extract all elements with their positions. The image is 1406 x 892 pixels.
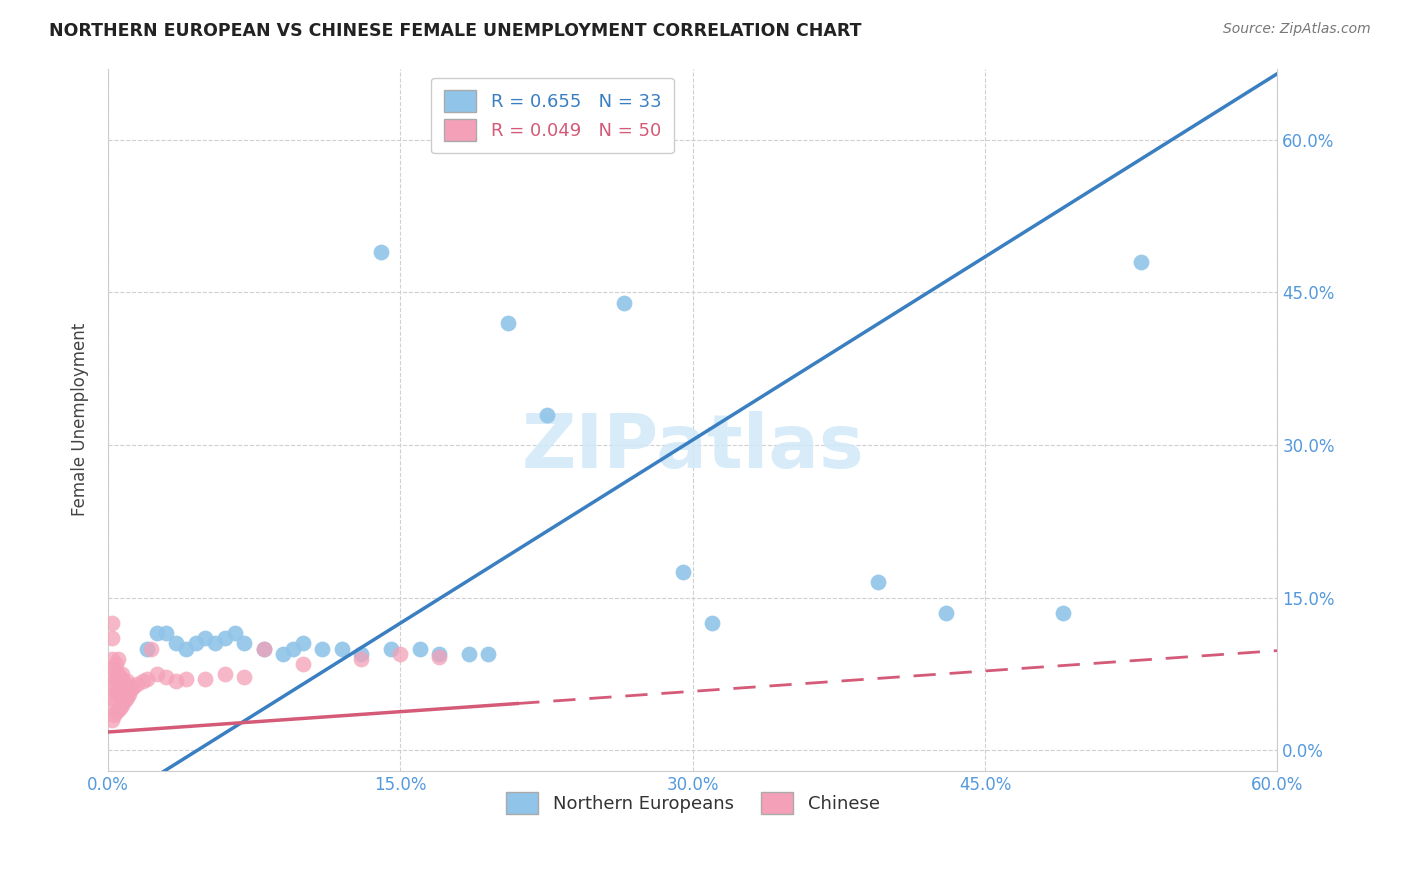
Point [155, 626, 177, 640]
Point [350, 647, 373, 661]
Point [214, 632, 236, 646]
Point [114, 677, 136, 691]
Point [101, 632, 124, 646]
Point [120, 682, 142, 697]
Point [427, 647, 450, 661]
Point [111, 667, 134, 681]
Point [224, 626, 246, 640]
Point [496, 316, 519, 330]
Point [1129, 255, 1152, 269]
Point [291, 636, 314, 650]
Point [107, 703, 129, 717]
Point [204, 636, 226, 650]
Point [253, 641, 276, 656]
Point [111, 682, 134, 697]
Point [389, 647, 412, 661]
Point [165, 674, 187, 689]
Point [103, 692, 125, 706]
Point [108, 684, 131, 698]
Point [174, 641, 197, 656]
Point [935, 606, 957, 620]
Point [104, 672, 127, 686]
Point [155, 670, 177, 684]
Point [457, 647, 479, 661]
Point [101, 698, 124, 712]
Y-axis label: Female Unemployment: Female Unemployment [72, 323, 89, 516]
Point [613, 295, 636, 310]
Point [101, 616, 124, 631]
Point [107, 684, 129, 698]
Point [122, 680, 145, 694]
Point [103, 662, 125, 676]
Point [117, 690, 139, 705]
Legend: Northern Europeans, Chinese: Northern Europeans, Chinese [495, 781, 890, 825]
Point [118, 687, 141, 701]
Point [1052, 606, 1074, 620]
Point [101, 667, 124, 681]
Point [103, 707, 125, 722]
Text: NORTHERN EUROPEAN VS CHINESE FEMALE UNEMPLOYMENT CORRELATION CHART: NORTHERN EUROPEAN VS CHINESE FEMALE UNEM… [49, 22, 862, 40]
Point [427, 649, 450, 664]
Point [104, 657, 127, 671]
Point [103, 677, 125, 691]
Point [101, 682, 124, 697]
Point [672, 566, 695, 580]
Point [104, 705, 127, 719]
Point [107, 652, 129, 666]
Point [370, 244, 392, 259]
Point [101, 713, 124, 727]
Point [145, 667, 167, 681]
Point [136, 641, 159, 656]
Point [273, 647, 295, 661]
Point [136, 672, 159, 686]
Point [174, 672, 197, 686]
Point [108, 700, 131, 714]
Point [214, 667, 236, 681]
Point [194, 632, 217, 646]
Point [866, 575, 889, 590]
Point [108, 670, 131, 684]
Point [477, 647, 499, 661]
Point [132, 674, 155, 689]
Point [127, 677, 149, 691]
Point [114, 692, 136, 706]
Point [101, 652, 124, 666]
Text: ZIPatlas: ZIPatlas [522, 411, 865, 484]
Point [311, 641, 333, 656]
Point [104, 687, 127, 701]
Point [117, 674, 139, 689]
Point [702, 616, 724, 631]
Point [184, 636, 207, 650]
Point [281, 641, 304, 656]
Point [111, 698, 134, 712]
Point [112, 680, 135, 694]
Point [350, 652, 373, 666]
Point [380, 641, 402, 656]
Point [194, 672, 217, 686]
Point [409, 641, 432, 656]
Point [165, 636, 187, 650]
Point [145, 626, 167, 640]
Point [107, 667, 129, 681]
Point [253, 641, 276, 656]
Point [330, 641, 353, 656]
Point [536, 408, 558, 422]
Text: Source: ZipAtlas.com: Source: ZipAtlas.com [1223, 22, 1371, 37]
Point [233, 670, 256, 684]
Point [112, 694, 135, 708]
Point [291, 657, 314, 671]
Point [139, 641, 162, 656]
Point [233, 636, 256, 650]
